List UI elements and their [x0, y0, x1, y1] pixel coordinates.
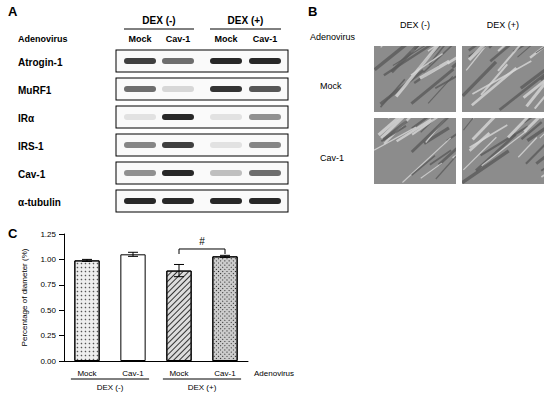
svg-text:Adenovirus: Adenovirus	[310, 32, 356, 42]
svg-text:DEX (+): DEX (+)	[228, 15, 264, 26]
svg-text:0.75: 0.75	[40, 280, 56, 289]
svg-text:DEX (-): DEX (-)	[400, 20, 430, 30]
svg-text:0.00: 0.00	[40, 357, 56, 366]
svg-text:DEX (+): DEX (+)	[188, 383, 217, 392]
svg-text:IRα: IRα	[18, 113, 35, 124]
svg-text:Cav-1: Cav-1	[214, 369, 236, 378]
svg-text:Mock: Mock	[320, 81, 342, 91]
svg-text:α-tubulin: α-tubulin	[18, 197, 61, 208]
svg-text:Mock: Mock	[214, 34, 238, 44]
svg-text:#: #	[199, 236, 205, 247]
svg-text:IRS-1: IRS-1	[18, 141, 44, 152]
svg-text:Cav-1: Cav-1	[18, 169, 46, 180]
svg-text:DEX (-): DEX (-)	[97, 383, 124, 392]
svg-text:MuRF1: MuRF1	[18, 85, 52, 96]
svg-text:C: C	[8, 226, 18, 241]
svg-text:B: B	[308, 4, 317, 19]
svg-text:1.25: 1.25	[40, 230, 56, 239]
svg-text:Percentage of diameter (%): Percentage of diameter (%)	[20, 248, 29, 346]
svg-text:Cav-1: Cav-1	[122, 369, 144, 378]
svg-text:0.50: 0.50	[40, 306, 56, 315]
svg-text:DEX (+): DEX (+)	[487, 20, 519, 30]
svg-text:Adenovirus: Adenovirus	[18, 34, 68, 44]
svg-text:A: A	[8, 4, 18, 19]
svg-text:DEX (-): DEX (-)	[142, 15, 175, 26]
svg-text:Cav-1: Cav-1	[166, 34, 191, 44]
svg-text:Mock: Mock	[77, 369, 97, 378]
svg-text:Cav-1: Cav-1	[320, 153, 344, 163]
svg-text:Adenovirus: Adenovirus	[254, 369, 294, 378]
svg-text:Mock: Mock	[169, 369, 189, 378]
svg-text:0.25: 0.25	[40, 331, 56, 340]
svg-text:Cav-1: Cav-1	[253, 34, 278, 44]
svg-text:Mock: Mock	[128, 34, 152, 44]
svg-text:1.00: 1.00	[40, 255, 56, 264]
svg-text:Atrogin-1: Atrogin-1	[18, 57, 63, 68]
